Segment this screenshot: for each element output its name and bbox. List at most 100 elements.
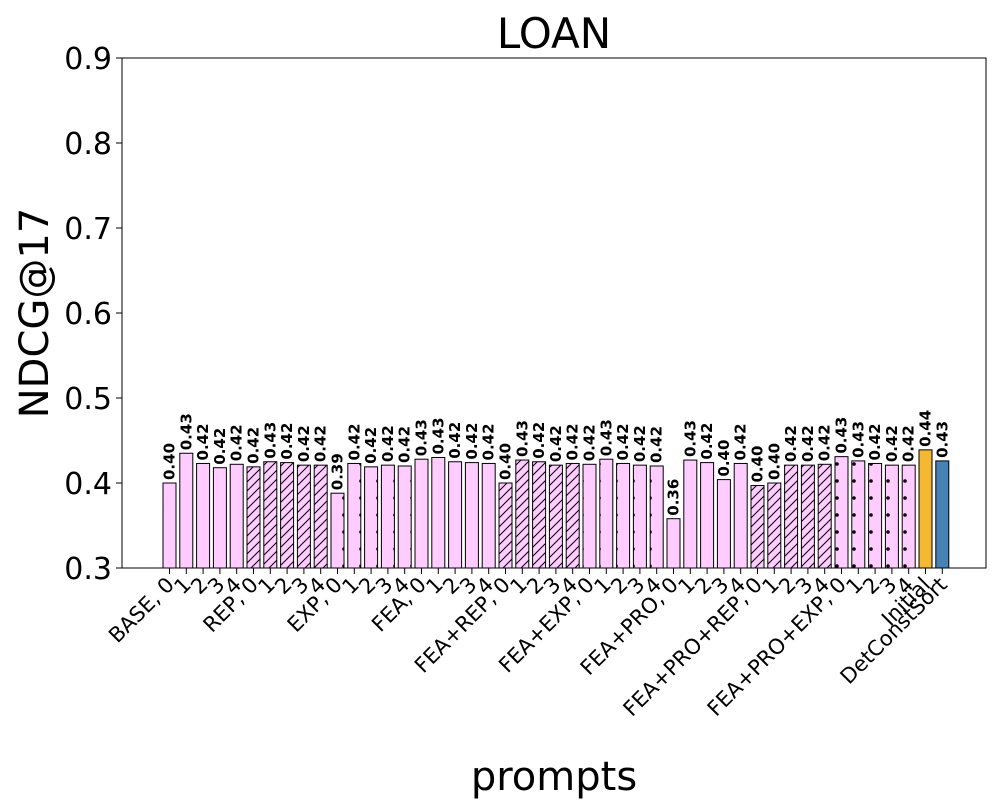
bar-22 xyxy=(532,461,547,569)
bar-27 xyxy=(616,462,631,569)
bar-value-label-33: 0.40 xyxy=(715,440,733,477)
bar-0 xyxy=(162,482,177,569)
bar-value-label-40: 0.43 xyxy=(833,417,851,454)
bar-value-label-8: 0.42 xyxy=(295,425,313,462)
bar-43 xyxy=(884,464,899,569)
bar-value-label-45: 0.44 xyxy=(917,410,935,447)
bar-25 xyxy=(582,463,597,569)
x-tick-label-0: BASE, 0 xyxy=(104,573,179,648)
bar-value-label-17: 0.42 xyxy=(446,422,464,459)
bar-10 xyxy=(330,492,345,569)
bar-24 xyxy=(565,462,580,569)
bar-value-label-23: 0.42 xyxy=(547,425,565,462)
bar-value-label-28: 0.42 xyxy=(631,425,649,462)
bar-26 xyxy=(599,458,614,569)
bar-value-label-15: 0.43 xyxy=(413,419,431,456)
y-tick-label: 0.3 xyxy=(64,552,112,587)
bar-23 xyxy=(548,464,563,569)
bar-value-label-7: 0.42 xyxy=(278,423,296,460)
bar-value-label-31: 0.43 xyxy=(681,420,699,457)
bar-4 xyxy=(229,463,244,569)
bar-value-label-19: 0.42 xyxy=(480,423,498,460)
bar-value-label-18: 0.42 xyxy=(463,423,481,460)
bar-20 xyxy=(498,482,513,569)
bar-value-label-27: 0.42 xyxy=(614,423,632,460)
y-tick-label: 0.8 xyxy=(64,127,112,162)
bar-value-label-35: 0.40 xyxy=(749,446,767,483)
bar-value-label-26: 0.43 xyxy=(597,419,615,456)
y-tick-label: 0.9 xyxy=(64,42,112,77)
bar-value-label-10: 0.39 xyxy=(329,453,347,490)
bar-2 xyxy=(196,462,211,569)
bar-value-label-44: 0.42 xyxy=(900,425,918,462)
bar-1 xyxy=(179,452,194,569)
bars xyxy=(162,449,950,569)
bar-5 xyxy=(246,466,261,569)
bar-37 xyxy=(784,464,799,569)
bar-value-label-21: 0.43 xyxy=(513,420,531,457)
bar-value-label-43: 0.42 xyxy=(883,425,901,462)
bar-28 xyxy=(632,464,647,569)
bar-40 xyxy=(834,456,849,569)
bar-17 xyxy=(448,461,463,569)
bar-13 xyxy=(380,464,395,569)
bar-16 xyxy=(431,457,446,569)
bar-value-label-36: 0.40 xyxy=(765,443,783,480)
y-tick-label: 0.6 xyxy=(64,297,112,332)
bar-29 xyxy=(649,465,664,569)
bar-30 xyxy=(666,518,681,569)
bar-11 xyxy=(347,462,362,569)
value-labels: 0.400.430.420.420.420.420.430.420.420.42… xyxy=(161,410,952,516)
bar-value-label-6: 0.43 xyxy=(261,422,279,459)
chart-title: LOAN xyxy=(497,9,611,58)
bar-18 xyxy=(464,462,479,569)
bar-value-label-4: 0.42 xyxy=(228,424,246,461)
bar-7 xyxy=(280,462,295,569)
bar-6 xyxy=(263,461,278,569)
bar-value-label-46: 0.43 xyxy=(933,421,951,458)
bar-value-label-38: 0.42 xyxy=(799,425,817,462)
bar-39 xyxy=(817,463,832,569)
bar-value-label-9: 0.42 xyxy=(312,425,330,462)
bar-value-label-42: 0.42 xyxy=(866,423,884,460)
bar-value-label-1: 0.43 xyxy=(177,413,195,450)
bar-9 xyxy=(313,464,328,569)
bar-31 xyxy=(683,459,698,569)
bar-44 xyxy=(901,464,916,569)
bar-42 xyxy=(868,462,883,569)
bar-35 xyxy=(750,485,765,569)
bar-32 xyxy=(700,462,715,569)
bar-value-label-39: 0.42 xyxy=(816,424,834,461)
bar-value-label-25: 0.42 xyxy=(581,424,599,461)
bar-46 xyxy=(935,460,950,569)
bar-38 xyxy=(800,464,815,569)
bar-value-label-14: 0.42 xyxy=(396,426,414,463)
bar-14 xyxy=(397,465,412,569)
y-axis-ticks: 0.3 0.4 0.5 0.6 0.7 0.8 0.9 xyxy=(64,42,122,587)
bar-15 xyxy=(414,458,429,569)
bar-value-label-37: 0.42 xyxy=(782,425,800,462)
y-tick-label: 0.5 xyxy=(64,382,112,417)
bar-21 xyxy=(515,459,530,569)
x-axis-label: prompts xyxy=(471,754,637,800)
y-tick-label: 0.4 xyxy=(64,467,112,502)
plot-frame xyxy=(121,57,987,569)
bar-value-label-13: 0.42 xyxy=(379,425,397,462)
bar-value-label-5: 0.42 xyxy=(245,427,263,464)
bar-value-label-32: 0.42 xyxy=(698,423,716,460)
bar-34 xyxy=(733,462,748,569)
bar-33 xyxy=(716,479,731,569)
bar-value-label-24: 0.42 xyxy=(564,423,582,460)
bar-value-label-34: 0.42 xyxy=(732,423,750,460)
bar-3 xyxy=(212,467,227,569)
bar-value-label-41: 0.43 xyxy=(849,421,867,458)
bar-value-label-20: 0.40 xyxy=(497,443,515,480)
bar-41 xyxy=(851,460,866,569)
bar-value-label-16: 0.43 xyxy=(429,417,447,454)
bar-36 xyxy=(767,482,782,569)
bar-value-label-3: 0.42 xyxy=(211,428,229,465)
bar-19 xyxy=(481,462,496,569)
y-tick-label: 0.7 xyxy=(64,212,112,247)
